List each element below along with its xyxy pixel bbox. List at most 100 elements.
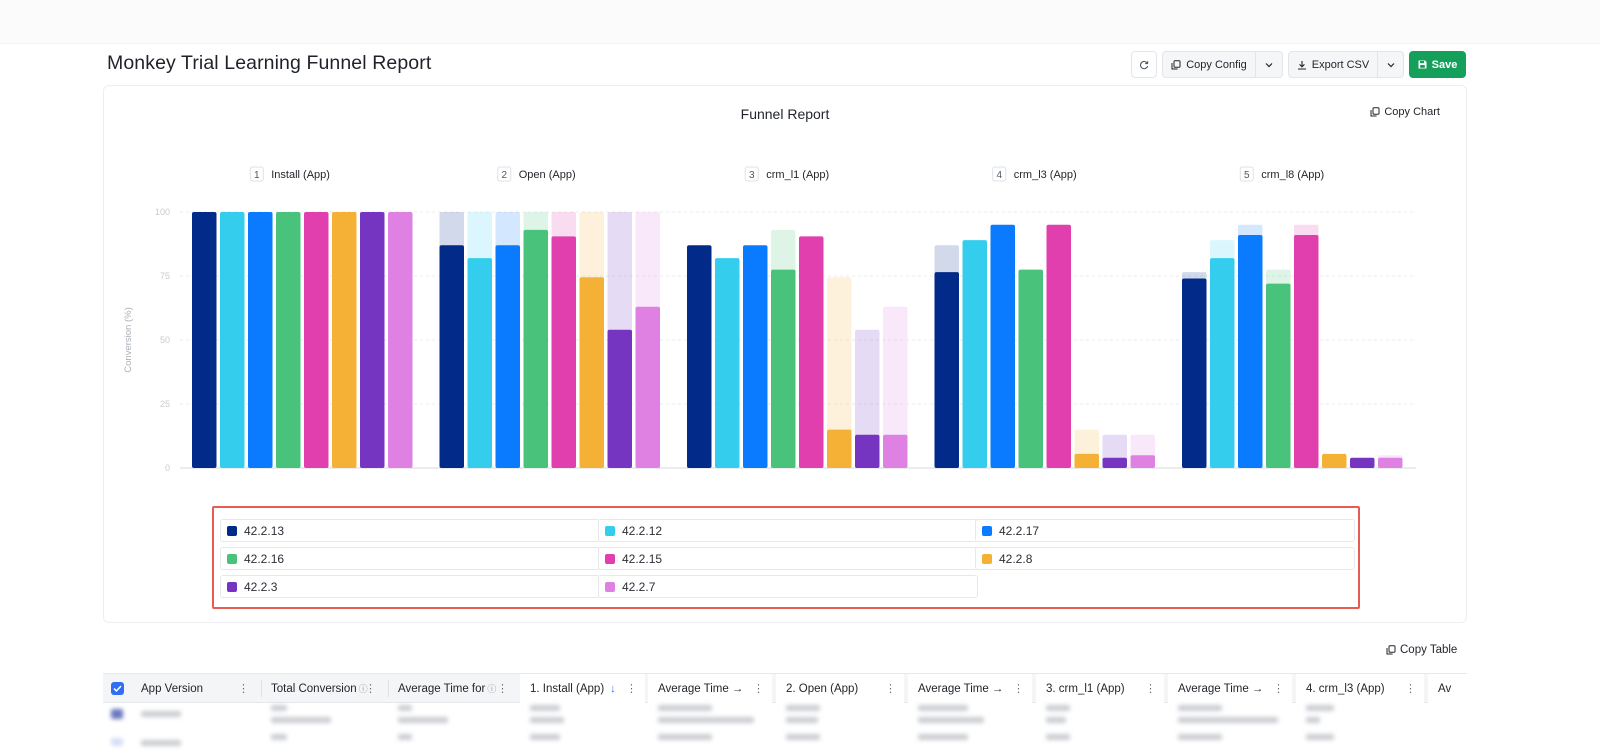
column-menu-icon[interactable]: ⋮ — [497, 683, 508, 695]
step-number: 5 — [1244, 170, 1250, 181]
bar-42.2.12 — [220, 212, 245, 468]
column-label: Average Time for — [398, 682, 486, 695]
column-label: Total Conversion — [271, 682, 357, 695]
refresh-button[interactable] — [1131, 51, 1157, 78]
save-button[interactable]: Save — [1409, 51, 1466, 78]
info-icon: ⓘ — [487, 684, 497, 694]
dropoff-bar — [883, 306, 908, 468]
step-number-badge — [249, 166, 264, 182]
bar-42.2.3 — [607, 329, 632, 468]
export-csv-dropdown-button[interactable] — [1378, 51, 1404, 78]
legend-item[interactable]: 42.2.8 — [975, 547, 1355, 570]
column-header-install-app[interactable]: 1. Install (App) ↓ ⋮ — [520, 674, 645, 703]
copy-config-button[interactable]: Copy Config — [1162, 51, 1256, 78]
sort-desc-icon[interactable]: ↓ — [610, 682, 616, 695]
step-number: 1 — [254, 170, 260, 181]
legend-item[interactable]: 42.2.13 — [220, 519, 600, 542]
legend-item[interactable]: 42.2.12 — [598, 519, 978, 542]
bar-42.2.13 — [934, 272, 959, 468]
column-header-total-conversion[interactable]: Total Conversion ⓘ ⋮ — [261, 674, 384, 703]
column-header-app-version[interactable]: App Version ⋮ — [131, 674, 257, 703]
bar-42.2.17 — [495, 245, 520, 468]
legend-swatch — [982, 525, 992, 536]
column-header-average-time-3[interactable]: Average Time → ⋮ — [1168, 674, 1292, 703]
bar-42.2.3 — [1350, 457, 1375, 468]
select-all-checkbox[interactable] — [111, 682, 124, 695]
column-header-average-time-4[interactable]: Av — [1428, 674, 1467, 703]
bar-42.2.7 — [883, 434, 908, 468]
export-csv-button[interactable]: Export CSV — [1288, 51, 1378, 78]
column-header-open-app[interactable]: 2. Open (App) ⋮ — [776, 674, 904, 703]
column-label: App Version — [141, 682, 204, 695]
step-number-badge — [1239, 166, 1254, 182]
copy-icon — [1386, 645, 1396, 655]
column-menu-icon[interactable]: ⋮ — [1273, 683, 1284, 695]
info-icon: ⓘ — [358, 684, 368, 694]
table-row[interactable] — [103, 730, 1467, 750]
legend-swatch — [227, 553, 237, 564]
step-number-badge — [744, 166, 759, 182]
bar-42.2.12 — [715, 258, 740, 468]
column-label: 3. crm_l1 (App) — [1046, 682, 1125, 695]
bar-42.2.13 — [1182, 278, 1207, 468]
column-header-average-time-1[interactable]: Average Time → ⋮ — [648, 674, 772, 703]
column-header-crm-l3[interactable]: 4. crm_l3 (App) ⋮ — [1296, 674, 1424, 703]
column-menu-icon[interactable]: ⋮ — [885, 683, 896, 695]
table-row[interactable] — [103, 704, 1467, 724]
bar-42.2.7 — [1378, 457, 1403, 468]
y-tick-label: 50 — [160, 335, 170, 345]
copy-config-label: Copy Config — [1186, 58, 1247, 71]
bar-42.2.7 — [388, 212, 413, 468]
bar-42.2.7 — [1130, 455, 1155, 468]
column-menu-icon[interactable]: ⋮ — [1145, 683, 1156, 695]
column-menu-icon[interactable]: ⋮ — [753, 683, 764, 695]
step-label: crm_l8 (App) — [1261, 169, 1324, 181]
column-menu-icon[interactable]: ⋮ — [1013, 683, 1024, 695]
column-header-average-time-2[interactable]: Average Time → ⋮ — [908, 674, 1032, 703]
column-menu-icon[interactable]: ⋮ — [238, 683, 249, 695]
step-label: Install (App) — [271, 169, 330, 181]
column-label: Av — [1438, 682, 1452, 695]
step-label: crm_l1 (App) — [766, 169, 829, 181]
legend-item[interactable]: 42.2.7 — [598, 575, 978, 598]
save-icon — [1418, 60, 1427, 69]
copy-table-button[interactable]: Copy Table — [1386, 644, 1457, 656]
legend-item[interactable]: 42.2.15 — [598, 547, 978, 570]
legend-swatch — [605, 553, 615, 564]
column-header-crm-l1[interactable]: 3. crm_l1 (App) ⋮ — [1036, 674, 1164, 703]
legend-swatch — [605, 525, 615, 536]
legend-item[interactable]: 42.2.3 — [220, 575, 600, 598]
column-menu-icon[interactable]: ⋮ — [626, 683, 637, 695]
bar-42.2.15 — [1294, 235, 1319, 468]
legend-item[interactable]: 42.2.16 — [220, 547, 600, 570]
bar-42.2.15 — [1046, 224, 1071, 468]
bar-42.2.8 — [579, 277, 604, 468]
copy-icon — [1171, 59, 1181, 69]
chart-title: Funnel Report — [740, 106, 830, 122]
bar-42.2.13 — [687, 245, 712, 468]
legend-label: 42.2.16 — [244, 551, 285, 566]
bar-42.2.12 — [962, 240, 987, 468]
bar-42.2.16 — [276, 212, 301, 468]
bar-42.2.13 — [192, 212, 217, 468]
copy-chart-button[interactable]: Copy Chart — [1370, 106, 1440, 118]
column-menu-icon[interactable]: ⋮ — [365, 683, 376, 695]
bar-42.2.15 — [304, 212, 329, 468]
bar-42.2.3 — [1102, 457, 1127, 468]
column-header-average-time-for[interactable]: Average Time for ⓘ ⋮ — [388, 674, 516, 703]
bar-42.2.17 — [743, 245, 768, 468]
column-label: Average Time → — [918, 682, 1004, 695]
bar-42.2.17 — [1238, 235, 1263, 468]
y-tick-label: 100 — [155, 207, 170, 217]
column-label: 4. crm_l3 (App) — [1306, 682, 1385, 695]
column-menu-icon[interactable]: ⋮ — [1405, 683, 1416, 695]
legend-item[interactable]: 42.2.17 — [975, 519, 1355, 542]
legend-label: 42.2.3 — [244, 579, 278, 594]
column-divider — [261, 680, 262, 697]
legend: 42.2.13 42.2.12 42.2.17 42.2.16 42.2.15 … — [212, 506, 1360, 609]
bar-42.2.3 — [855, 434, 880, 468]
copy-config-dropdown-button[interactable] — [1256, 51, 1283, 78]
bar-42.2.8 — [827, 429, 852, 468]
y-tick-label: 75 — [160, 271, 170, 281]
save-label: Save — [1431, 58, 1458, 71]
